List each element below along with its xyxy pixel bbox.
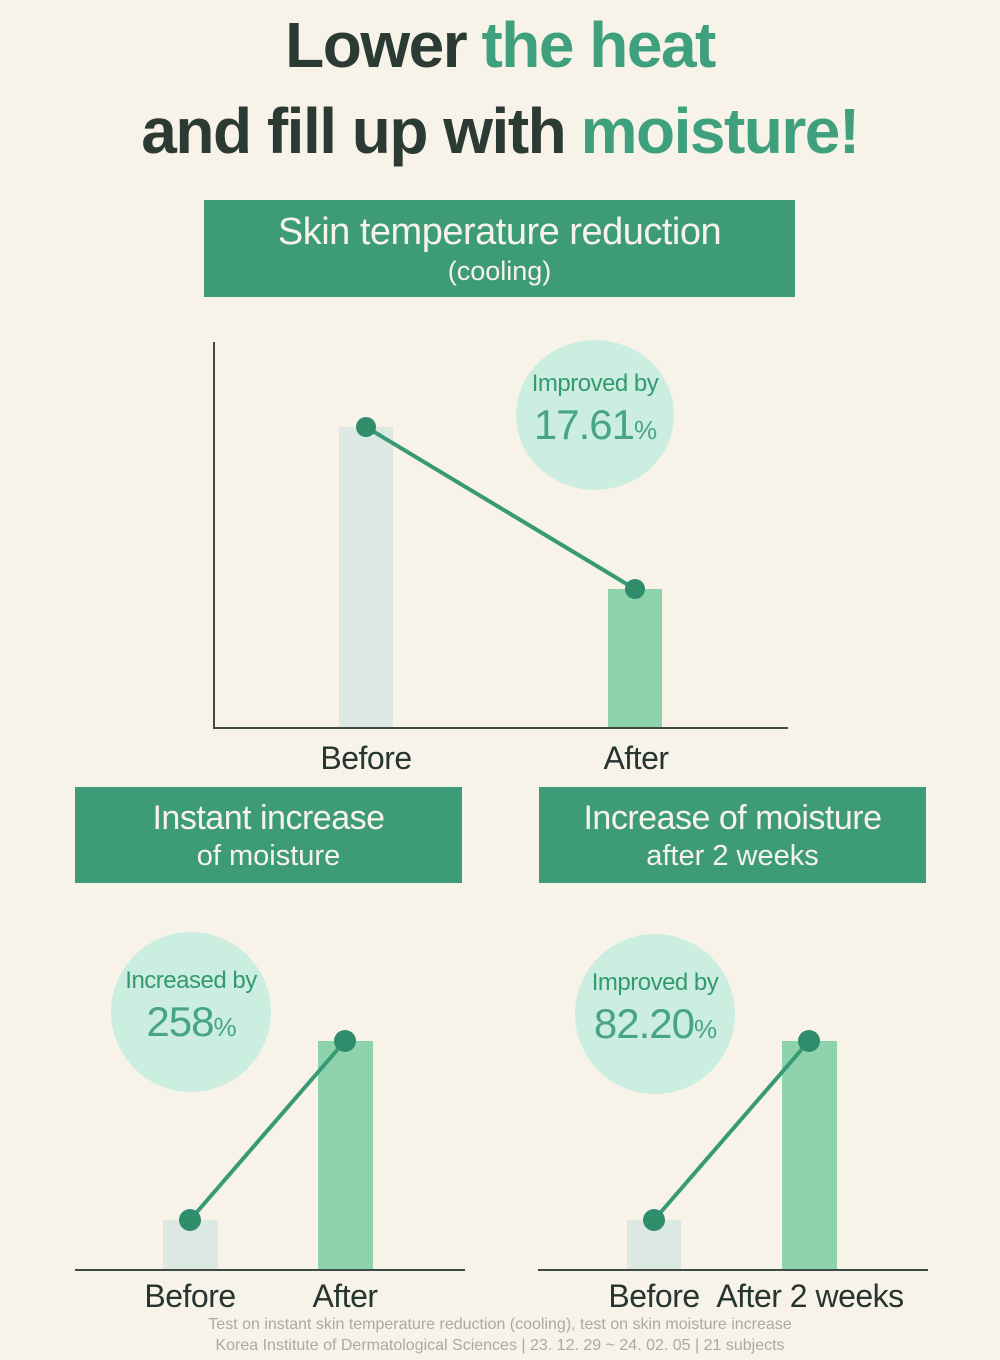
bar-after — [782, 1041, 837, 1269]
page-title-line-2: and fill up with moisture! — [0, 88, 1000, 174]
badge-percent-sign: % — [693, 1014, 717, 1044]
category-label-before: Before — [144, 1278, 236, 1314]
banner-title: Increase of moisture — [583, 798, 882, 837]
page-title: Lower the heat and fill up with moisture! — [0, 2, 1000, 174]
banner-subtitle: (cooling) — [447, 256, 552, 286]
y-axis — [213, 342, 215, 729]
bar-before — [339, 427, 393, 727]
category-label-before: Before — [320, 740, 412, 776]
chart-cooling: Improved by 17.61% Before After — [213, 330, 788, 780]
improvement-badge: Increased by 258% — [111, 932, 271, 1092]
badge-label: Increased by — [125, 967, 257, 994]
trend-overlay — [356, 417, 645, 599]
badge-value: 17.61% — [533, 399, 657, 461]
x-axis — [213, 727, 788, 729]
footnote-line-2: Korea Institute of Dermatological Scienc… — [215, 1337, 785, 1354]
footnote-line-1: Test on instant skin temperature reducti… — [208, 1316, 792, 1333]
section-banner-instant-moisture: Instant increase of moisture — [75, 787, 462, 883]
category-label-before: Before — [608, 1278, 700, 1314]
badge-percent-sign: % — [213, 1012, 236, 1042]
chart-instant-moisture: Increased by 258% Before After — [75, 930, 465, 1350]
title-text-dark: Lower — [285, 9, 467, 81]
page-title-line-1: Lower the heat — [0, 2, 1000, 88]
bar-before — [163, 1220, 218, 1269]
badge-percent-sign: % — [633, 415, 657, 445]
improvement-badge: Improved by 82.20% — [575, 934, 735, 1094]
chart-moisture-2-weeks: Improved by 82.20% Before After 2 weeks — [538, 930, 928, 1350]
badge-number: 17.61 — [533, 401, 635, 448]
category-label-after: After — [312, 1278, 378, 1314]
bar-after — [608, 589, 662, 727]
improvement-badge: Improved by 17.61% — [516, 340, 674, 490]
banner-title: Skin temperature reduction — [277, 211, 722, 253]
title-text-green: moisture! — [580, 95, 861, 167]
section-banner-moisture-2-weeks: Increase of moisture after 2 weeks — [539, 787, 926, 883]
bar-after — [318, 1041, 373, 1269]
category-label-after-2-weeks: After 2 weeks — [716, 1278, 904, 1314]
banner-subtitle: after 2 weeks — [646, 839, 819, 872]
category-label-after: After — [603, 740, 669, 776]
bar-before — [627, 1220, 681, 1269]
banner-title: Instant increase — [152, 798, 385, 837]
x-axis — [75, 1269, 465, 1271]
banner-subtitle: of moisture — [196, 839, 341, 872]
badge-number: 258 — [146, 998, 214, 1045]
x-axis — [538, 1269, 928, 1271]
badge-label: Improved by — [591, 969, 719, 996]
title-text-dark: and fill up with — [141, 95, 566, 167]
badge-label: Improved by — [531, 370, 659, 397]
title-text-green: the heat — [481, 9, 716, 81]
badge-value: 258% — [146, 996, 236, 1058]
section-banner-cooling: Skin temperature reduction (cooling) — [204, 200, 795, 297]
badge-number: 82.20 — [593, 1000, 695, 1047]
badge-value: 82.20% — [593, 998, 717, 1060]
footnote: Test on instant skin temperature reducti… — [0, 1314, 1000, 1356]
